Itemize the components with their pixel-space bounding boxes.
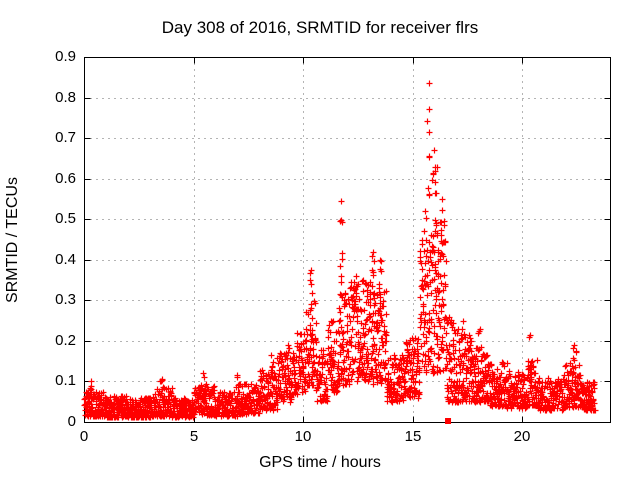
y-tick-label: 0.9 [55,48,76,65]
chart-title: Day 308 of 2016, SRMTID for receiver flr… [161,18,479,37]
axes-border-and-ticks [84,57,611,423]
y-tick-label: 0.2 [55,332,76,349]
y-tick-label: 0.1 [55,372,76,389]
y-tick-label: 0.7 [55,129,76,146]
x-tick-label: 15 [404,428,422,445]
y-tick-label: 0.4 [55,251,76,268]
y-tick-label: 0.6 [55,170,76,187]
x-tick-label: 20 [513,428,531,445]
x-axis-label: GPS time / hours [259,454,381,471]
special-square-point [445,418,452,424]
x-tick-label: 5 [189,428,199,445]
y-tick-label: 0.5 [55,210,76,227]
x-tick-label: 10 [294,428,312,445]
y-tick-label: 0 [67,413,76,430]
scatter-points [81,80,599,421]
y-tick-label: 0.8 [55,89,76,106]
x-tick-label: 0 [79,428,89,445]
y-tick-label: 0.3 [55,291,76,308]
